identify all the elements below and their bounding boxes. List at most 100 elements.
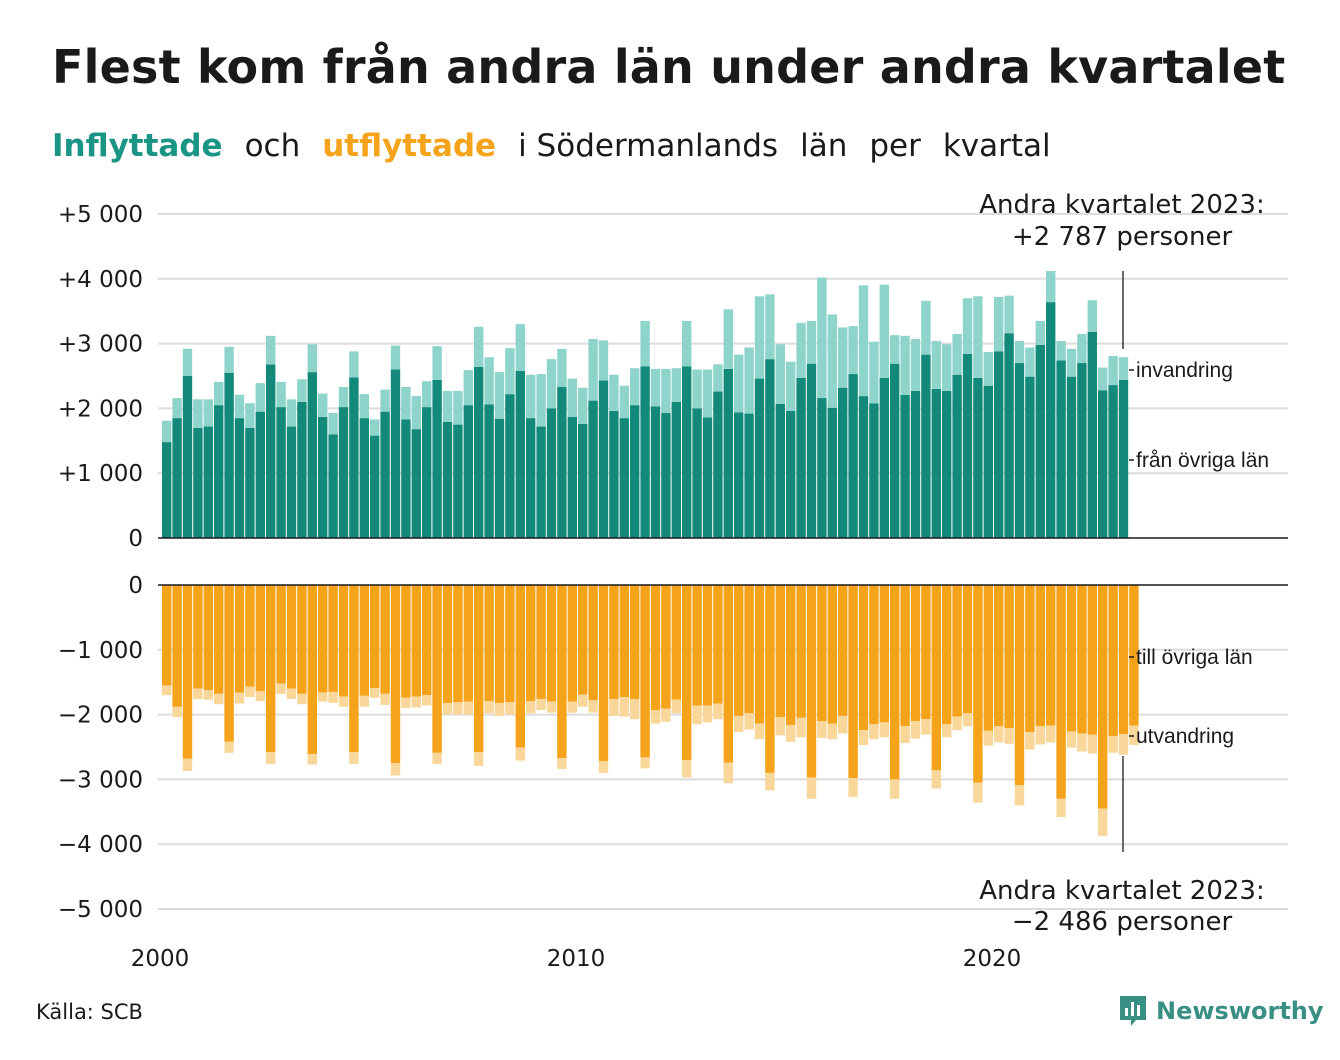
label-fran-ovriga-lan: från övriga län <box>1136 449 1269 472</box>
bar-utvandring <box>598 761 609 773</box>
bar-invandring <box>297 379 307 402</box>
bar-invandring <box>921 300 931 355</box>
bar-invandring <box>952 333 962 375</box>
bar-fran-ovriga-lan <box>515 370 525 538</box>
bar-till-ovriga-lan <box>942 585 952 725</box>
bar-invandring <box>1118 357 1129 380</box>
bar-till-ovriga-lan <box>702 585 713 706</box>
bar-utvandring <box>193 688 203 700</box>
bar-invandring <box>598 340 609 381</box>
bar-till-ovriga-lan <box>869 585 879 725</box>
bar-fran-ovriga-lan <box>214 405 224 538</box>
bar-fran-ovriga-lan <box>942 390 952 538</box>
bar-invandring <box>734 354 744 413</box>
bar-fran-ovriga-lan <box>494 418 505 538</box>
bar-till-ovriga-lan <box>203 585 213 690</box>
bar-till-ovriga-lan <box>671 585 681 700</box>
y-tick-label-bottom: 0 <box>128 573 143 599</box>
bar-utvandring <box>370 688 380 698</box>
subtitle-utflyttade: utflyttade <box>322 128 497 164</box>
newsworthy-logo-icon <box>1120 996 1146 1026</box>
segment-labels: invandring från övriga län till övriga l… <box>1129 359 1269 748</box>
bar-utvandring <box>786 724 796 742</box>
annotation-bottom-line1: Andra kvartalet 2023: <box>979 876 1264 906</box>
bar-fran-ovriga-lan <box>172 418 182 538</box>
bar-invandring <box>619 385 629 419</box>
bar-till-ovriga-lan <box>890 585 900 780</box>
bar-invandring <box>526 374 536 419</box>
bar-invandring <box>838 327 848 388</box>
bar-invandring <box>338 387 349 408</box>
bar-till-ovriga-lan <box>1004 585 1014 729</box>
bar-fran-ovriga-lan <box>692 408 702 538</box>
bar-invandring <box>214 381 224 406</box>
bar-fran-ovriga-lan <box>526 418 536 538</box>
bar-invandring <box>578 387 588 424</box>
bar-invandring <box>692 369 702 409</box>
bar-fran-ovriga-lan <box>380 411 390 538</box>
bar-fran-ovriga-lan <box>879 377 889 538</box>
bar-till-ovriga-lan <box>723 585 733 763</box>
bar-till-ovriga-lan <box>1025 585 1035 733</box>
bar-utvandring <box>921 719 931 735</box>
bar-fran-ovriga-lan <box>1098 390 1108 538</box>
bar-fran-ovriga-lan <box>245 427 255 538</box>
bar-fran-ovriga-lan <box>182 376 193 538</box>
bar-invandring <box>328 412 338 435</box>
bar-invandring <box>942 344 952 391</box>
bar-utvandring <box>1077 733 1087 752</box>
bar-utvandring <box>266 752 276 764</box>
bar-till-ovriga-lan <box>162 585 172 686</box>
bar-fran-ovriga-lan <box>453 424 463 538</box>
bar-invandring <box>567 378 577 417</box>
bar-fran-ovriga-lan <box>1087 331 1097 538</box>
bar-till-ovriga-lan <box>1118 585 1129 735</box>
bar-till-ovriga-lan <box>879 585 889 723</box>
bar-fran-ovriga-lan <box>536 426 546 538</box>
bar-fran-ovriga-lan <box>203 426 213 538</box>
bar-fran-ovriga-lan <box>754 378 765 538</box>
bar-till-ovriga-lan <box>401 585 411 698</box>
bar-till-ovriga-lan <box>463 585 473 702</box>
bar-invandring <box>286 399 297 427</box>
bar-fran-ovriga-lan <box>578 423 588 538</box>
bar-utvandring <box>796 717 806 738</box>
y-tick-label-bottom: −2 000 <box>58 703 143 729</box>
bar-invandring <box>1056 341 1066 361</box>
bar-invandring <box>463 370 473 406</box>
bar-invandring <box>1025 347 1035 377</box>
bar-fran-ovriga-lan <box>921 354 931 538</box>
bar-till-ovriga-lan <box>661 585 671 709</box>
chart-subtitle: Inflyttade och utflyttade i Södermanlands lä… <box>52 128 1073 164</box>
bar-till-ovriga-lan <box>1056 585 1066 799</box>
bar-utvandring <box>879 722 889 738</box>
bar-invandring <box>1014 341 1025 364</box>
bar-utvandring <box>609 699 619 716</box>
bar-till-ovriga-lan <box>338 585 349 697</box>
bar-fran-ovriga-lan <box>900 394 910 538</box>
bar-utvandring <box>1046 725 1056 743</box>
bar-utvandring <box>723 762 733 784</box>
bar-invandring <box>973 296 983 378</box>
bar-invandring <box>453 390 463 425</box>
bar-utvandring <box>442 702 453 715</box>
bar-till-ovriga-lan <box>370 585 380 689</box>
bar-invandring <box>723 309 733 369</box>
bar-utvandring <box>1004 728 1014 744</box>
bar-till-ovriga-lan <box>765 585 775 773</box>
bar-invandring <box>588 339 598 401</box>
bar-fran-ovriga-lan <box>713 391 723 538</box>
bar-till-ovriga-lan <box>588 585 598 701</box>
brand-name: Newsworthy <box>1156 997 1324 1025</box>
bar-till-ovriga-lan <box>484 585 494 701</box>
inflow-bars <box>162 271 1129 538</box>
bar-invandring <box>442 390 453 423</box>
bar-till-ovriga-lan <box>411 585 421 697</box>
bar-utvandring <box>526 700 536 714</box>
bar-utvandring <box>162 685 172 696</box>
bar-utvandring <box>203 689 213 700</box>
bar-till-ovriga-lan <box>453 585 463 703</box>
bar-invandring <box>1087 300 1097 332</box>
bar-fran-ovriga-lan <box>557 387 567 538</box>
bar-fran-ovriga-lan <box>734 412 744 538</box>
